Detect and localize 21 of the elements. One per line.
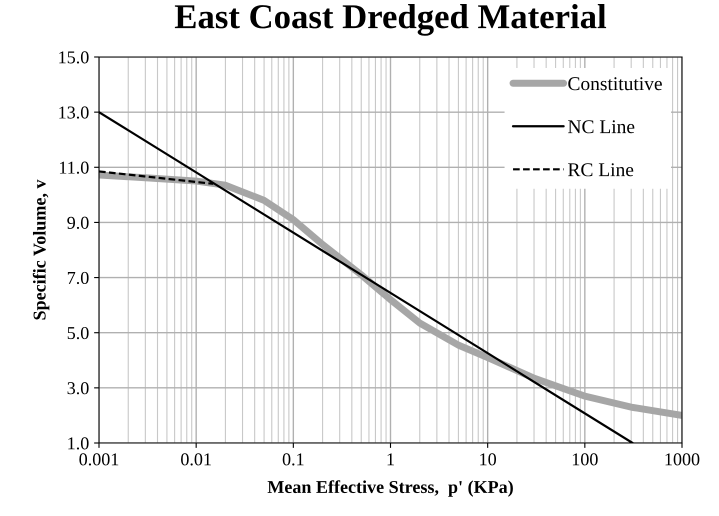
legend-label: RC Line (568, 163, 634, 176)
x-tick-label: 1000 (666, 453, 700, 466)
y-tick-label: 7.0 (68, 272, 89, 284)
y-tick-label: 3.0 (68, 382, 89, 394)
legend-label: Constitutive (568, 77, 662, 90)
y-tick-label: 5.0 (68, 326, 89, 340)
legend-label: NC Line (568, 120, 634, 134)
x-tick-label: 1 (388, 453, 394, 466)
x-tick-label: 0.1 (282, 453, 304, 466)
y-tick-label: 13.0 (59, 106, 89, 119)
x-tick-label: 0.001 (79, 453, 118, 466)
y-axis-title: Specific Volume, v (32, 180, 50, 320)
x-tick-label: 100 (572, 453, 598, 466)
y-tick-label: 11.0 (60, 162, 89, 174)
x-tick-label: 10 (480, 453, 496, 466)
chart-title: East Coast Dredged Material (174, 4, 606, 36)
x-tick-label: 0.01 (181, 453, 211, 466)
y-tick-label: 9.0 (67, 216, 89, 229)
y-tick-label: 1.0 (68, 437, 89, 450)
y-tick-label: 15.0 (59, 51, 89, 64)
x-axis-title: Mean Effective Stress, p' (KPa) (268, 480, 513, 497)
